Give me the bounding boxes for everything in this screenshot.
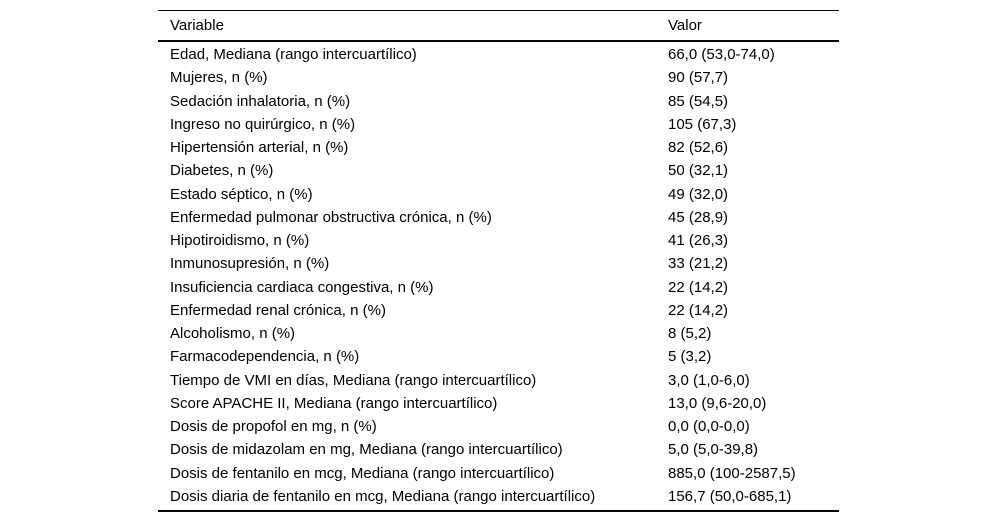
statistics-table: Variable Valor Edad, Mediana (rango inte… bbox=[158, 10, 839, 512]
cell-valor: 90 (57,7) bbox=[668, 69, 729, 87]
table-body: Edad, Mediana (rango intercuartílico) 66,… bbox=[158, 42, 839, 512]
cell-valor: 22 (14,2) bbox=[668, 278, 729, 296]
column-header-valor: Valor bbox=[668, 17, 702, 34]
table-header-row: Variable Valor bbox=[158, 10, 839, 42]
cell-valor: 156,7 (50,0-685,1) bbox=[668, 487, 792, 505]
table-row: Score APACHE II, Mediana (rango intercua… bbox=[158, 392, 839, 415]
cell-variable: Inmunosupresión, n (%) bbox=[170, 255, 330, 273]
table-row: Inmunosupresión, n (%) 33 (21,2) bbox=[158, 252, 839, 275]
table-row: Enfermedad renal crónica, n (%) 22 (14,2) bbox=[158, 299, 839, 322]
cell-variable: Dosis de propofol en mg, n (%) bbox=[170, 418, 377, 436]
table-row: Dosis diaria de fentanilo en mcg, Median… bbox=[158, 485, 839, 508]
cell-variable: Alcoholismo, n (%) bbox=[170, 325, 296, 343]
cell-variable: Hipertensión arterial, n (%) bbox=[170, 139, 349, 157]
table-row: Mujeres, n (%) 90 (57,7) bbox=[158, 66, 839, 89]
cell-valor: 22 (14,2) bbox=[668, 301, 729, 319]
table-row: Ingreso no quirúrgico, n (%) 105 (67,3) bbox=[158, 113, 839, 136]
cell-variable: Farmacodependencia, n (%) bbox=[170, 348, 360, 366]
cell-valor: 45 (28,9) bbox=[668, 208, 729, 226]
cell-variable: Enfermedad renal crónica, n (%) bbox=[170, 301, 386, 319]
cell-valor: 105 (67,3) bbox=[668, 115, 737, 133]
cell-valor: 0,0 (0,0-0,0) bbox=[668, 418, 750, 436]
table-row: Alcoholismo, n (%) 8 (5,2) bbox=[158, 322, 839, 345]
cell-valor: 85 (54,5) bbox=[668, 92, 729, 110]
cell-valor: 3,0 (1,0-6,0) bbox=[668, 371, 750, 389]
cell-valor: 82 (52,6) bbox=[668, 139, 729, 157]
cell-variable: Enfermedad pulmonar obstructiva crónica,… bbox=[170, 208, 492, 226]
cell-variable: Ingreso no quirúrgico, n (%) bbox=[170, 115, 356, 133]
cell-variable: Tiempo de VMI en días, Mediana (rango in… bbox=[170, 371, 537, 389]
table-row: Insuficiencia cardiaca congestiva, n (%)… bbox=[158, 276, 839, 299]
cell-variable: Mujeres, n (%) bbox=[170, 69, 268, 87]
table-row: Diabetes, n (%) 50 (32,1) bbox=[158, 159, 839, 182]
cell-valor: 5,0 (5,0-39,8) bbox=[668, 441, 759, 459]
cell-valor: 41 (26,3) bbox=[668, 232, 729, 250]
table-row: Enfermedad pulmonar obstructiva crónica,… bbox=[158, 206, 839, 229]
cell-variable: Dosis de midazolam en mg, Mediana (rango… bbox=[170, 441, 563, 459]
cell-valor: 50 (32,1) bbox=[668, 162, 729, 180]
table-row: Dosis de propofol en mg, n (%) 0,0 (0,0-0… bbox=[158, 415, 839, 438]
table-row: Dosis de fentanilo en mcg, Mediana (rang… bbox=[158, 462, 839, 485]
cell-variable: Dosis de fentanilo en mcg, Mediana (rang… bbox=[170, 464, 555, 482]
table-row: Hipertensión arterial, n (%) 82 (52,6) bbox=[158, 136, 839, 159]
table-row: Tiempo de VMI en días, Mediana (rango in… bbox=[158, 369, 839, 392]
column-header-variable: Variable bbox=[170, 17, 224, 34]
table-row: Farmacodependencia, n (%) 5 (3,2) bbox=[158, 345, 839, 368]
table-row: Sedación inhalatoria, n (%) 85 (54,5) bbox=[158, 90, 839, 113]
table-row: Hipotiroidismo, n (%) 41 (26,3) bbox=[158, 229, 839, 252]
cell-variable: Estado séptico, n (%) bbox=[170, 185, 313, 203]
table-row: Edad, Mediana (rango intercuartílico) 66,… bbox=[158, 43, 839, 66]
table-row: Estado séptico, n (%) 49 (32,0) bbox=[158, 183, 839, 206]
cell-valor: 33 (21,2) bbox=[668, 255, 729, 273]
cell-variable: Insuficiencia cardiaca congestiva, n (%) bbox=[170, 278, 434, 296]
cell-valor: 8 (5,2) bbox=[668, 325, 712, 343]
cell-variable: Sedación inhalatoria, n (%) bbox=[170, 92, 351, 110]
cell-valor: 13,0 (9,6-20,0) bbox=[668, 394, 767, 412]
cell-variable: Diabetes, n (%) bbox=[170, 162, 274, 180]
cell-valor: 885,0 (100-2587,5) bbox=[668, 464, 796, 482]
cell-valor: 66,0 (53,0-74,0) bbox=[668, 46, 775, 64]
cell-variable: Score APACHE II, Mediana (rango intercua… bbox=[170, 394, 498, 412]
cell-valor: 49 (32,0) bbox=[668, 185, 729, 203]
cell-variable: Hipotiroidismo, n (%) bbox=[170, 232, 310, 250]
cell-valor: 5 (3,2) bbox=[668, 348, 712, 366]
cell-variable: Dosis diaria de fentanilo en mcg, Median… bbox=[170, 487, 596, 505]
table-row: Dosis de midazolam en mg, Mediana (rango… bbox=[158, 438, 839, 461]
cell-variable: Edad, Mediana (rango intercuartílico) bbox=[170, 46, 417, 64]
